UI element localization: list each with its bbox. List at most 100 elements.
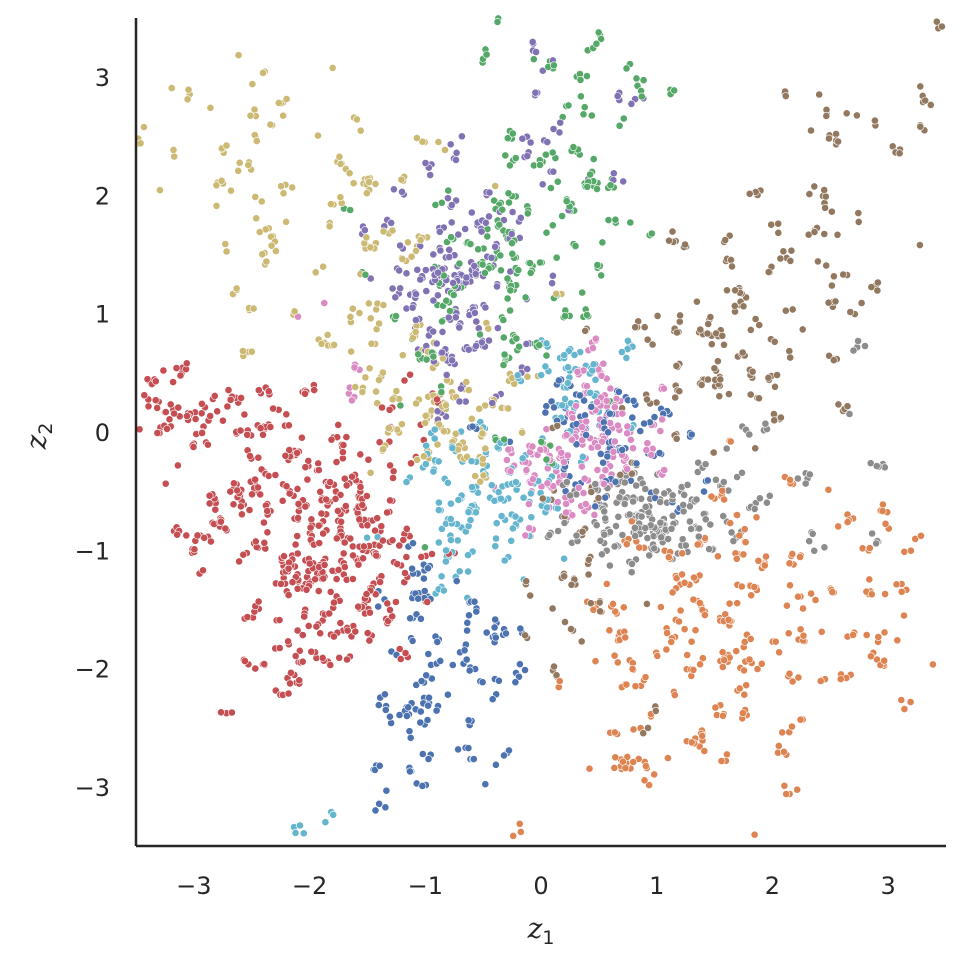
y-axis-label-base: z xyxy=(20,434,53,450)
scatter-point xyxy=(476,330,484,339)
scatter-point xyxy=(584,570,593,579)
scatter-point xyxy=(523,372,532,381)
scatter-point xyxy=(295,821,304,830)
scatter-point xyxy=(264,471,273,480)
scatter-point xyxy=(874,278,882,287)
scatter-point xyxy=(491,542,500,551)
scatter-point xyxy=(433,638,442,646)
scatter-point xyxy=(781,306,790,315)
scatter-point xyxy=(589,360,598,369)
scatter-point xyxy=(846,308,855,316)
scatter-point xyxy=(862,631,871,639)
scatter-point xyxy=(874,633,883,641)
scatter-point xyxy=(416,275,425,284)
scatter-point xyxy=(548,604,557,613)
scatter-point xyxy=(451,313,460,322)
scatter-point xyxy=(771,637,780,646)
scatter-point xyxy=(590,511,599,519)
scatter-point xyxy=(562,508,570,517)
scatter-point xyxy=(689,595,698,604)
scatter-point xyxy=(503,294,512,303)
scatter-point xyxy=(717,757,726,765)
scatter-point xyxy=(366,468,375,477)
scatter-point xyxy=(596,449,605,458)
scatter-point xyxy=(463,618,472,627)
scatter-point xyxy=(516,828,525,836)
scatter-point xyxy=(311,268,320,277)
scatter-point xyxy=(580,103,589,112)
scatter-point xyxy=(618,409,627,418)
scatter-point xyxy=(668,227,677,236)
scatter-point xyxy=(561,312,569,320)
scatter-point xyxy=(496,494,505,503)
scatter-point xyxy=(434,538,443,547)
scatter-point xyxy=(470,597,479,606)
scatter-point xyxy=(528,38,537,46)
scatter-point xyxy=(593,261,602,269)
scatter-point xyxy=(284,421,293,430)
scatter-point xyxy=(266,120,275,129)
scatter-point xyxy=(243,430,252,439)
scatter-point xyxy=(861,342,869,350)
scatter-point xyxy=(464,386,473,394)
scatter-point xyxy=(306,523,315,532)
scatter-point xyxy=(481,303,490,312)
scatter-point xyxy=(408,303,417,312)
scatter-point xyxy=(571,242,580,250)
scatter-point xyxy=(614,512,623,521)
scatter-point xyxy=(454,745,462,754)
scatter-point xyxy=(330,598,338,607)
scatter-point xyxy=(730,301,739,310)
scatter-point xyxy=(553,498,562,506)
scatter-point xyxy=(785,669,794,678)
scatter-point xyxy=(362,492,371,500)
scatter-point xyxy=(626,218,635,227)
scatter-point xyxy=(601,514,610,523)
scatter-point xyxy=(667,638,676,646)
scatter-point xyxy=(431,200,440,209)
scatter-point xyxy=(893,636,902,645)
scatter-point xyxy=(642,762,650,770)
scatter-point xyxy=(834,400,843,409)
scatter-point xyxy=(254,386,263,395)
scatter-point xyxy=(519,493,528,502)
scatter-point xyxy=(739,302,748,311)
scatter-point xyxy=(609,600,617,608)
scatter-point xyxy=(645,551,654,560)
scatter-point xyxy=(477,338,486,347)
scatter-point xyxy=(437,525,446,533)
scatter-point xyxy=(729,537,738,545)
scatter-point xyxy=(420,587,429,595)
scatter-point xyxy=(417,677,426,685)
scatter-point xyxy=(750,504,759,513)
scatter-point xyxy=(525,500,533,508)
scatter-point xyxy=(485,336,493,345)
scatter-point xyxy=(375,761,384,770)
scatter-point xyxy=(359,542,368,551)
scatter-point xyxy=(600,507,609,516)
scatter-point xyxy=(395,541,404,550)
scatter-point xyxy=(269,404,277,413)
scatter-point xyxy=(604,428,612,437)
scatter-point xyxy=(527,513,536,522)
scatter-point xyxy=(570,350,579,359)
scatter-point xyxy=(598,437,606,446)
scatter-point xyxy=(412,246,420,255)
scatter-point xyxy=(365,636,374,645)
scatter-point xyxy=(500,435,509,444)
scatter-point xyxy=(358,388,367,396)
scatter-point xyxy=(704,375,712,384)
scatter-point xyxy=(383,599,392,608)
scatter-point xyxy=(628,560,636,568)
scatter-point xyxy=(501,151,510,160)
scatter-point xyxy=(360,226,369,235)
scatter-point xyxy=(375,438,384,447)
scatter-point xyxy=(506,286,515,295)
scatter-point xyxy=(442,296,451,305)
scatter-point xyxy=(346,206,355,214)
scatter-point xyxy=(550,403,558,412)
scatter-point xyxy=(286,668,295,677)
scatter-point xyxy=(798,325,807,334)
scatter-point xyxy=(251,537,260,546)
scatter-point xyxy=(585,764,594,773)
